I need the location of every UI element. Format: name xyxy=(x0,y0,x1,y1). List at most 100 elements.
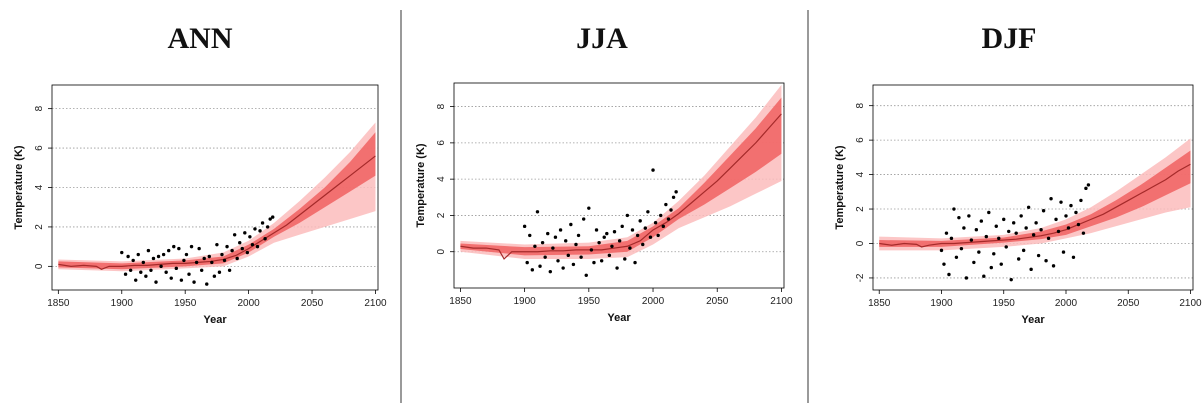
observation-point xyxy=(222,258,227,263)
observation-point xyxy=(979,219,984,223)
observation-point xyxy=(184,252,189,257)
observation-point xyxy=(528,233,532,238)
observation-point xyxy=(661,224,665,229)
observation-point xyxy=(1081,231,1086,235)
observation-point xyxy=(977,250,981,254)
observation-point xyxy=(149,268,153,272)
inner-uncertainty-band xyxy=(879,150,1191,247)
y-tick-label: -2 xyxy=(855,273,866,282)
x-tick-label: 1900 xyxy=(930,298,953,309)
x-tick-label: 1950 xyxy=(174,298,197,309)
observation-point xyxy=(666,217,671,221)
x-tick-label: 2100 xyxy=(364,298,387,309)
y-tick-label: 2 xyxy=(436,212,447,218)
observation-point xyxy=(664,202,668,207)
observation-point xyxy=(610,244,614,248)
observation-point xyxy=(617,239,622,243)
panel-title-ann: ANN xyxy=(167,22,233,55)
observation-point xyxy=(587,206,591,210)
observation-point xyxy=(172,244,176,249)
observation-point xyxy=(215,242,219,247)
observation-point xyxy=(602,235,606,239)
y-tick-label: 8 xyxy=(436,103,447,109)
observation-point xyxy=(164,270,168,274)
y-axis-title: Temperature (K) xyxy=(834,145,846,229)
observation-point xyxy=(659,213,663,218)
observation-point xyxy=(535,210,540,214)
observation-point xyxy=(151,256,156,261)
x-tick-label: 2050 xyxy=(301,298,324,309)
observation-point xyxy=(566,253,570,258)
observation-point xyxy=(962,226,966,230)
observation-point xyxy=(258,229,262,233)
chart-ann: 1850 1900 1950 2000 2050 2100 0 2 4 6 8 Year Tempera… xyxy=(13,84,387,326)
observation-point xyxy=(674,190,678,194)
observation-point xyxy=(1016,257,1021,261)
observation-point xyxy=(243,231,247,235)
inner-uncertainty-band xyxy=(460,97,782,256)
median-line xyxy=(460,113,782,260)
x-tick-label: 2000 xyxy=(1055,298,1078,309)
observation-point xyxy=(605,231,609,236)
observation-point xyxy=(1084,186,1088,191)
observation-point xyxy=(248,235,252,239)
y-tick-label: 6 xyxy=(855,137,866,143)
observation-point xyxy=(1019,214,1023,218)
observation-point xyxy=(551,246,555,250)
observation-point xyxy=(120,250,124,255)
observation-point xyxy=(992,252,996,256)
observation-point xyxy=(1004,245,1008,249)
observation-point xyxy=(1029,267,1033,272)
observation-point xyxy=(1074,210,1078,215)
observation-point xyxy=(235,256,239,261)
observation-point xyxy=(656,233,660,238)
observation-point xyxy=(607,253,612,258)
observation-point xyxy=(123,272,128,276)
observation-point xyxy=(635,233,640,238)
observation-point xyxy=(199,268,204,272)
observation-point xyxy=(959,246,964,251)
observation-point xyxy=(651,168,655,172)
observation-point xyxy=(1071,255,1076,259)
observation-point xyxy=(643,226,648,230)
observation-point xyxy=(1066,226,1071,230)
chart-jja: 1850 1900 1950 2000 2050 2100 0 2 4 6 8 Year Tempera… xyxy=(415,82,793,324)
outer-uncertainty-band xyxy=(879,138,1191,251)
observation-point xyxy=(957,215,961,220)
x-axis-title: Year xyxy=(1021,314,1045,326)
observation-point xyxy=(189,244,194,249)
observation-point xyxy=(947,272,951,277)
observation-point xyxy=(136,252,140,257)
observation-point xyxy=(648,235,653,239)
observation-point xyxy=(967,214,971,218)
panel-djf: DJF 1850 1900 1950 2000 2050 2100 -2 0 2 4 6 8 Year T… xyxy=(809,0,1203,403)
observation-point xyxy=(1031,233,1036,237)
observation-point xyxy=(671,195,676,199)
observation-point xyxy=(599,259,604,263)
observation-point xyxy=(556,259,560,263)
observation-point xyxy=(561,266,565,270)
observation-point xyxy=(1079,198,1083,203)
panel-divider xyxy=(400,10,402,403)
observation-point xyxy=(597,240,601,245)
observation-point xyxy=(232,233,237,237)
observation-point xyxy=(260,221,265,225)
observation-point xyxy=(615,266,619,270)
observation-point xyxy=(569,222,573,227)
observation-point xyxy=(131,258,135,263)
observation-point xyxy=(128,268,133,272)
observation-point xyxy=(245,250,250,255)
observation-point xyxy=(167,248,171,253)
observation-point xyxy=(540,240,545,245)
y-tick-label: 0 xyxy=(855,240,866,246)
x-tick-label: 1850 xyxy=(47,298,70,309)
observation-point xyxy=(584,273,588,278)
panel-title-jja: JJA xyxy=(576,22,628,55)
x-tick-label: 2050 xyxy=(1117,298,1140,309)
observation-point xyxy=(944,231,949,235)
observation-point xyxy=(141,260,146,265)
observation-point xyxy=(1012,221,1016,225)
observation-point xyxy=(227,268,232,272)
x-tick-label: 1900 xyxy=(111,298,134,309)
observation-point xyxy=(238,240,242,245)
